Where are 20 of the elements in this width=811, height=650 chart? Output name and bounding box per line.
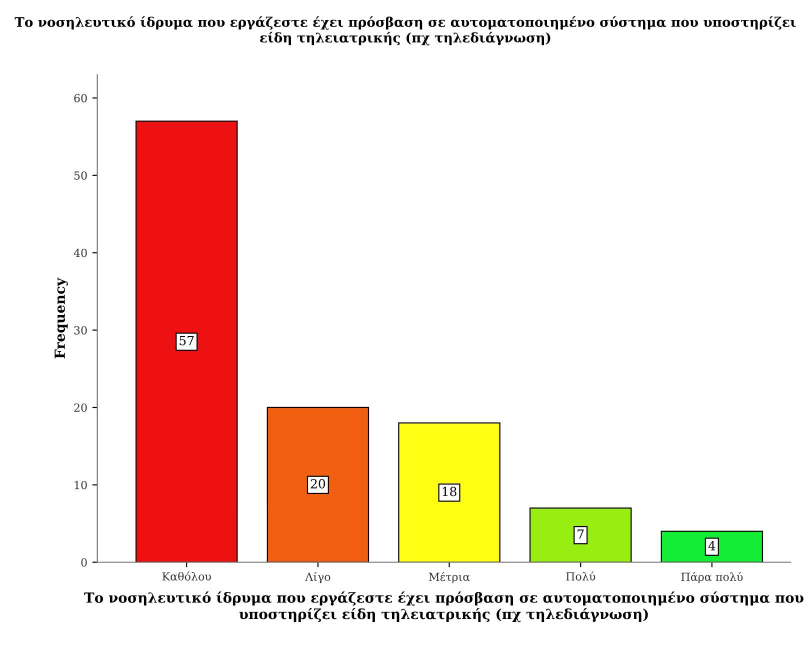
data-label: 57 xyxy=(180,336,194,346)
data-label: 7 xyxy=(578,530,584,539)
x-tick-label: Πολύ xyxy=(566,572,596,581)
y-tick-label: 40 xyxy=(74,248,87,258)
data-label: 20 xyxy=(310,479,326,488)
y-tick-label: 50 xyxy=(74,171,87,180)
x-tick-label: Πάρα πολύ xyxy=(681,572,743,584)
y-tick-label: 60 xyxy=(74,94,87,102)
x-tick-label: Λίγο xyxy=(305,572,330,584)
y-axis-title: Frequency xyxy=(54,278,68,358)
y-tick-label: 10 xyxy=(74,480,87,490)
y-tick-label: 30 xyxy=(74,326,87,334)
x-tick-label: Μέτρια xyxy=(428,572,470,584)
data-label: 4 xyxy=(708,540,716,550)
y-tick-label: 0 xyxy=(81,558,87,567)
chart-title: Το νοσηλευτικό ίδρυμα που εργάζεστε έχει πρόσβαση σε αυτοματοποιημένο σύστημα που υποστηρίζει είδη τηλειατρικής (πχ τηλεδιάγνωση) xyxy=(14,16,796,46)
data-label: 18 xyxy=(442,486,456,496)
y-tick-label: 20 xyxy=(74,403,87,412)
x-axis-title: Το νοσηλευτικό ίδρυμα που εργάζεστε έχει πρόσβαση σε αυτοματοποιημένο σύστημα που υποστηρίζει είδη τηλειατρικής (πχ τηλεδιάγνωση) xyxy=(84,592,804,622)
x-tick-label: Καθόλου xyxy=(162,572,211,581)
